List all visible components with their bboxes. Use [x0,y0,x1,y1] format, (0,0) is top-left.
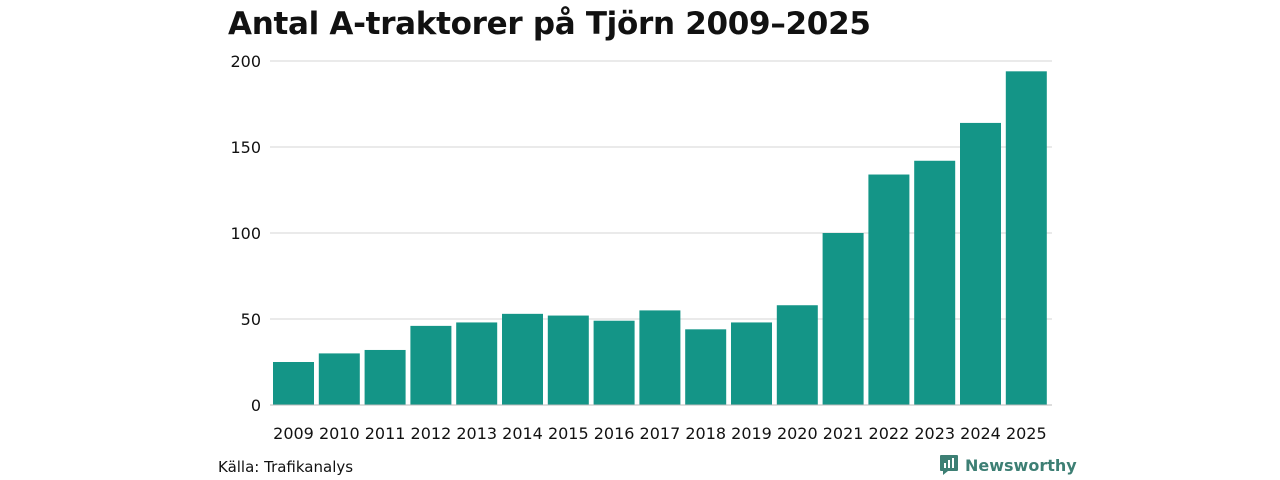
x-tick-label: 2011 [365,424,406,443]
bar [685,329,727,405]
x-tick-label: 2020 [777,424,818,443]
x-tick-label: 2018 [685,424,726,443]
bar [273,362,314,405]
source-note: Källa: Trafikanalys [218,458,354,476]
bar [1005,71,1047,405]
bar [547,315,589,405]
bar [868,174,910,405]
y-tick-label: 150 [230,138,261,157]
x-tick-label: 2012 [411,424,452,443]
bar [502,313,543,405]
x-tick-label: 2021 [823,424,864,443]
chart-title: Antal A-traktorer på Tjörn 2009–2025 [228,6,871,42]
x-tick-label: 2022 [869,424,910,443]
x-tick-label: 2010 [319,424,360,443]
brand-logo-group: Newsworthy [939,454,1077,476]
x-tick-label: 2009 [273,424,314,443]
x-tick-label: 2019 [731,424,772,443]
x-tick-label: 2013 [456,424,497,443]
bar [410,325,452,405]
y-tick-label: 200 [230,52,261,71]
y-tick-label: 50 [241,310,261,329]
bar [456,322,498,405]
bar [639,310,681,405]
bar [960,122,1001,406]
bar [364,349,406,405]
x-tick-label: 2016 [594,424,635,443]
x-tick-label: 2015 [548,424,589,443]
x-tick-label: 2024 [960,424,1001,443]
bar [593,320,635,405]
bar [318,353,360,405]
newsworthy-logo-icon [940,455,958,475]
brand-name: Newsworthy [965,455,1077,475]
bar [914,160,956,405]
bar [776,305,818,405]
bar [822,233,864,405]
x-tick-label: 2014 [502,424,543,443]
y-tick-label: 100 [230,224,261,243]
bar [731,322,772,405]
x-tick-label: 2025 [1006,424,1047,443]
x-tick-label: 2023 [914,424,955,443]
x-tick-label: 2017 [640,424,681,443]
y-tick-label: 0 [251,396,261,415]
